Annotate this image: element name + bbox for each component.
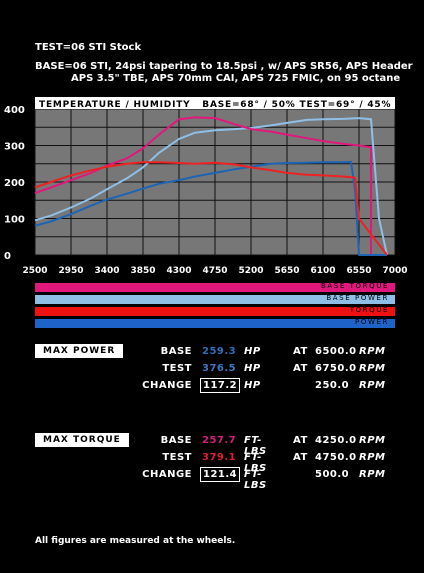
series-line-torque <box>34 161 388 256</box>
stat-unit: HP <box>244 380 261 391</box>
stat-value: 259.3 <box>202 346 237 357</box>
legend-power: POWER <box>35 318 395 328</box>
stat-value: 257.7 <box>202 435 237 446</box>
stat-unit: HP <box>244 346 261 357</box>
series-line-base-torque <box>34 116 372 255</box>
stat-unit: HP <box>244 363 261 374</box>
stat-at: AT <box>293 363 308 374</box>
stat-at: AT <box>293 346 308 357</box>
base-line1: 06 STI, 24psi tapering to 18.5psi , w/ A… <box>72 61 413 72</box>
stat-unit: FT-LBS <box>244 469 267 491</box>
stat-value: 121.4 <box>200 467 240 482</box>
stat-rpm-value: 6750.0 <box>315 363 357 374</box>
x-tick-label: 6550 <box>346 266 371 276</box>
y-tick-label: 200 <box>4 178 25 189</box>
series-line-base-power <box>34 117 388 256</box>
stat-label: BASE <box>160 346 192 357</box>
stat-rpm-unit: RPM <box>359 469 386 480</box>
stat-value: 117.2 <box>200 378 240 393</box>
stat-label: BASE <box>160 435 192 446</box>
x-tick-label: 4300 <box>166 266 191 276</box>
stat-label: CHANGE <box>142 380 192 391</box>
legend-label: POWER <box>355 318 389 326</box>
stat-label: TEST <box>162 363 192 374</box>
x-tick-label: 3400 <box>94 266 119 276</box>
max-torque-title: MAX TORQUE <box>35 433 129 447</box>
stat-at: AT <box>293 435 308 446</box>
legend-label: BASE POWER <box>326 294 389 302</box>
stat-rpm-value: 500.0 <box>315 469 350 480</box>
base-description-line2: APS 3.5" TBE, APS 70mm CAI, APS 725 FMIC… <box>71 73 401 84</box>
stat-label: TEST <box>162 452 192 463</box>
base-description: BASE=06 STI, 24psi tapering to 18.5psi ,… <box>35 61 413 73</box>
stat-value: 379.1 <box>202 452 237 463</box>
stat-rpm-unit: RPM <box>359 452 386 463</box>
chart-lines <box>34 116 388 256</box>
x-tick-label: 3850 <box>130 266 155 276</box>
stat-label: CHANGE <box>142 469 192 480</box>
y-tick-label: 300 <box>4 142 25 153</box>
legend-label: BASE TORQUE <box>321 282 389 290</box>
stat-rpm-unit: RPM <box>359 346 386 357</box>
y-tick-label: 100 <box>4 215 25 226</box>
test-description: TEST=06 STI Stock <box>35 42 141 54</box>
legend-label: TORQUE <box>349 306 389 314</box>
x-tick-label: 5650 <box>274 266 299 276</box>
stat-unit: FT-LBS <box>244 435 267 457</box>
stat-value: 376.5 <box>202 363 237 374</box>
legend-base-torque: BASE TORQUE <box>35 282 395 292</box>
x-tick-labels: 2500 2950 3400 3850 4300 4750 5200 5650 6100 6550… <box>22 266 407 276</box>
max-power-title: MAX POWER <box>35 344 124 358</box>
base-label: BASE= <box>35 61 73 72</box>
x-tick-label: 7000 <box>382 266 407 276</box>
test-label: TEST= <box>35 42 72 53</box>
stat-unit: FT-LBS <box>244 452 267 474</box>
stat-rpm-value: 250.0 <box>315 380 350 391</box>
x-tick-label: 6100 <box>310 266 335 276</box>
x-tick-label: 2500 <box>22 266 47 276</box>
y-tick-label: 400 <box>4 105 25 116</box>
x-tick-label: 5200 <box>238 266 263 276</box>
stat-rpm-value: 6500.0 <box>315 346 357 357</box>
stat-rpm-unit: RPM <box>359 435 386 446</box>
chart-title-bar <box>35 97 395 109</box>
stat-at: AT <box>293 452 308 463</box>
y-tick-labels: 0 100 200 300 400 <box>4 105 25 262</box>
stat-rpm-unit: RPM <box>359 380 386 391</box>
series-line-power <box>34 160 387 256</box>
dyno-chart: 0 100 200 300 400 2500 2950 3400 3850 4300 4750 52… <box>4 97 408 276</box>
legend-base-power: BASE POWER <box>35 294 395 304</box>
stat-rpm-unit: RPM <box>359 363 386 374</box>
test-value: 06 STI Stock <box>71 42 142 53</box>
x-tick-label: 4750 <box>202 266 227 276</box>
y-tick-label: 0 <box>4 251 11 262</box>
chart-title: TEMPERATURE / HUMIDITY BASE=68° / 50% TE… <box>39 100 391 110</box>
chart-grid <box>34 108 396 256</box>
legend-torque: TORQUE <box>35 306 395 316</box>
stat-rpm-value: 4250.0 <box>315 435 357 446</box>
x-tick-label: 2950 <box>58 266 83 276</box>
stat-rpm-value: 4750.0 <box>315 452 357 463</box>
footnote: All figures are measured at the wheels. <box>35 536 236 546</box>
